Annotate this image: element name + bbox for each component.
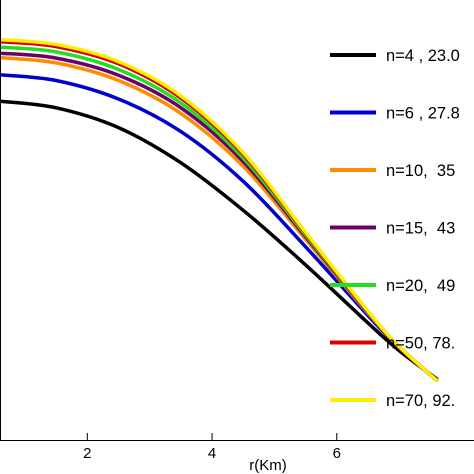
legend-label: n=20, 49	[386, 277, 455, 295]
legend-label: n=50, 78.	[386, 335, 455, 353]
series-line-4	[0, 51, 439, 382]
axes	[0, 0, 474, 441]
series-line-5	[0, 45, 439, 382]
legend-label: n=70, 92.	[386, 392, 455, 410]
x-axis-label: r(Km)	[249, 457, 287, 474]
x-tick-label: 6	[333, 445, 341, 462]
legend-label: n=10, 35	[386, 162, 455, 180]
x-ticks: 2 4 6	[83, 433, 341, 462]
x-tick-label: 2	[83, 445, 91, 462]
legend-label: n=4 , 23.0	[386, 47, 460, 65]
plot-lines	[0, 37, 439, 382]
legend: n=4 , 23.0 n=6 , 27.8 n=10, 35 n=15, 43 n=20…	[330, 47, 460, 410]
series-line-6	[0, 40, 439, 382]
series-line-1	[0, 99, 439, 381]
legend-label: n=6 , 27.8	[386, 105, 460, 123]
series-line-3	[0, 55, 439, 382]
series-line-7	[0, 37, 439, 382]
x-tick-label: 4	[208, 445, 216, 462]
legend-label: n=15, 43	[386, 220, 455, 238]
